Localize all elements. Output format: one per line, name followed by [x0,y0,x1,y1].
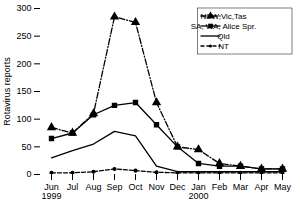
svg-text:Feb: Feb [212,182,228,192]
svg-text:Rotavirus reports: Rotavirus reports [2,57,12,126]
svg-text:May: May [274,182,292,192]
svg-text:NT: NT [218,42,229,51]
svg-text:Jan2000: Jan2000 [188,182,208,201]
svg-text:300: 300 [16,3,31,13]
svg-text:Apr: Apr [254,182,268,192]
svg-text:Jul: Jul [67,182,79,192]
svg-text:Dec: Dec [169,182,186,192]
svg-text:50: 50 [21,142,31,152]
svg-text:0: 0 [26,169,31,179]
svg-text:Aug: Aug [85,182,101,192]
svg-text:150: 150 [16,86,31,96]
svg-text:Nov: Nov [148,182,165,192]
svg-text:100: 100 [16,114,31,124]
svg-text:NSW,Vic,Tas: NSW,Vic,Tas [200,12,246,21]
svg-text:Oct: Oct [128,182,143,192]
svg-text:SA, WA, Alice Spr.: SA, WA, Alice Spr. [191,22,257,31]
svg-text:200: 200 [16,59,31,69]
svg-text:Mar: Mar [233,182,249,192]
svg-text:Sep: Sep [106,182,122,192]
svg-text:Qld: Qld [217,32,229,41]
svg-text:Jun1999: Jun1999 [41,182,61,201]
svg-text:250: 250 [16,31,31,41]
